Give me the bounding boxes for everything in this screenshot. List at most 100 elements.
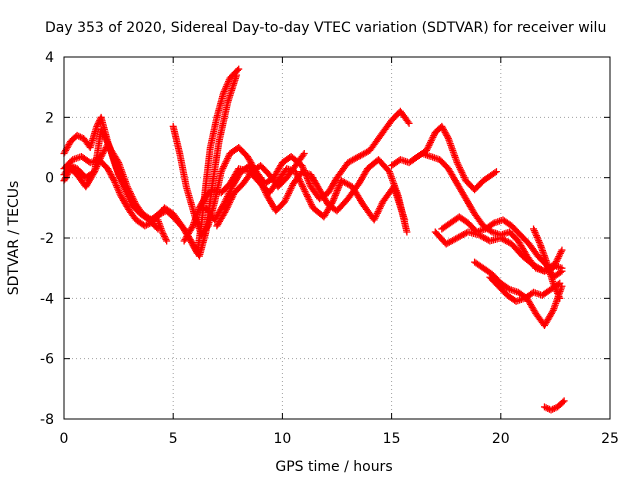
data-point <box>254 174 262 182</box>
data-point <box>223 81 231 89</box>
series-arc17 <box>540 397 568 414</box>
data-point <box>530 225 538 233</box>
data-point <box>197 201 205 209</box>
data-point <box>100 132 108 140</box>
data-point <box>553 288 561 296</box>
data-point <box>443 131 451 139</box>
data-point <box>219 164 227 172</box>
data-point <box>120 180 128 188</box>
data-point <box>61 175 69 183</box>
data-point <box>117 176 125 184</box>
data-point <box>192 246 200 254</box>
data-point <box>227 186 235 194</box>
data-point <box>559 398 567 406</box>
data-point <box>109 174 117 182</box>
series-arc10 <box>388 122 500 194</box>
data-point <box>283 193 291 201</box>
data-point <box>257 179 265 187</box>
data-point <box>282 195 290 203</box>
data-point <box>552 258 560 266</box>
data-point <box>93 122 101 130</box>
data-point <box>302 189 310 197</box>
series-arc16 <box>530 225 564 302</box>
data-point <box>329 198 337 206</box>
data-point <box>425 142 433 150</box>
data-point <box>160 232 168 240</box>
data-point <box>552 259 560 267</box>
data-point <box>373 211 381 219</box>
data-point <box>98 151 106 159</box>
data-point <box>454 160 462 168</box>
data-point <box>556 249 564 257</box>
data-point <box>223 204 231 212</box>
data-point <box>222 158 230 166</box>
data-point <box>235 65 243 73</box>
data-point <box>555 253 563 261</box>
axis-ticks <box>63 56 611 420</box>
y-axis-label: SDTVAR / TECUs <box>6 181 22 296</box>
data-point <box>556 279 564 287</box>
data-point <box>459 172 467 180</box>
data-point <box>299 151 307 159</box>
data-point <box>300 150 308 158</box>
data-point <box>531 228 539 236</box>
data-point <box>439 124 447 132</box>
data-point <box>540 403 548 411</box>
data-point <box>285 188 293 196</box>
data-point <box>108 172 116 180</box>
data-point <box>544 404 552 412</box>
data-point <box>114 185 122 193</box>
data-point <box>222 84 230 92</box>
data-point <box>460 173 468 181</box>
data-point <box>190 242 198 250</box>
data-point <box>375 206 383 214</box>
data-point <box>196 202 204 210</box>
data-point <box>558 267 566 275</box>
data-point <box>458 168 466 176</box>
data-point <box>281 198 289 206</box>
data-point <box>115 172 123 180</box>
data-point <box>306 197 314 205</box>
data-point <box>64 142 72 150</box>
data-point <box>551 261 559 269</box>
data-point <box>405 119 413 127</box>
series-arc5 <box>154 216 171 245</box>
data-point <box>334 185 342 193</box>
data-point <box>160 231 168 239</box>
data-point <box>102 135 110 143</box>
data-point <box>550 404 558 412</box>
data-point <box>260 185 268 193</box>
data-point <box>554 254 562 262</box>
data-point <box>296 178 304 186</box>
data-point <box>223 156 231 164</box>
x-tick-label: 0 <box>60 431 69 447</box>
data-point <box>110 177 118 185</box>
chart-title: Day 353 of 2020, Sidereal Day-to-day VTE… <box>45 20 606 36</box>
data-point <box>104 165 112 173</box>
data-point <box>455 162 463 170</box>
data-point <box>549 279 557 287</box>
data-point <box>285 190 293 198</box>
data-point <box>190 243 198 251</box>
data-point <box>305 178 313 186</box>
data-point <box>224 153 232 161</box>
data-point <box>224 79 232 87</box>
x-tick-label: 20 <box>492 431 510 447</box>
data-point <box>122 185 130 193</box>
x-tick-labels: 0 5 10 15 20 25 <box>60 431 619 447</box>
series-arc9 <box>213 150 308 230</box>
data-point <box>64 169 72 177</box>
data-point <box>555 293 563 301</box>
data-point <box>104 166 112 174</box>
data-point <box>442 130 450 138</box>
y-tick-label: 2 <box>45 110 54 126</box>
data-point <box>403 228 411 236</box>
data-point <box>424 143 432 151</box>
data-point <box>300 186 308 194</box>
data-point <box>430 132 438 140</box>
data-point <box>297 179 305 187</box>
data-point <box>456 164 464 172</box>
data-point <box>554 280 562 288</box>
data-point <box>105 168 113 176</box>
